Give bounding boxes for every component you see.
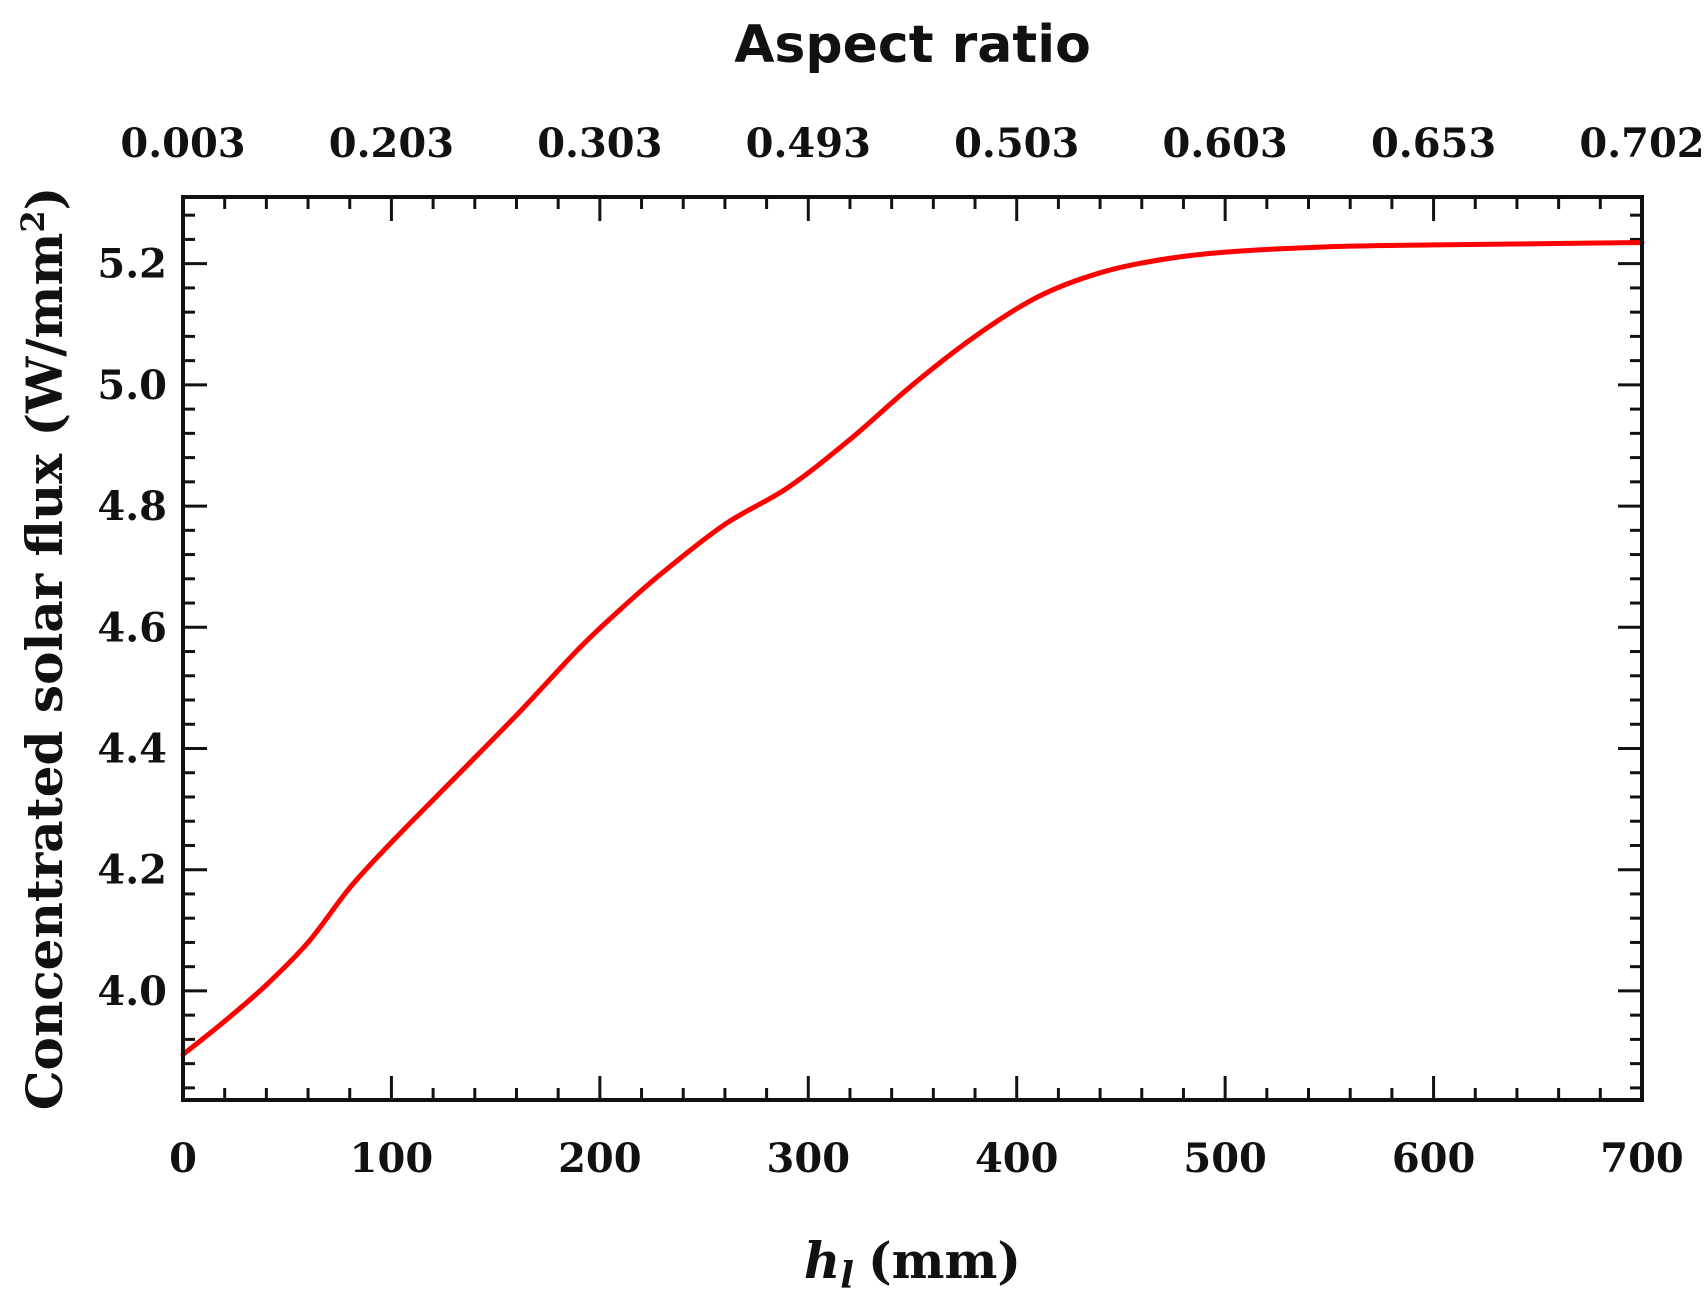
top-tick-label: 0.702 xyxy=(1579,120,1704,167)
tick-marks-layer xyxy=(181,197,1644,1100)
y-axis-title: Concentrated solar flux (W/mm2) xyxy=(14,187,74,1111)
x-tick-label: 600 xyxy=(1392,1135,1476,1182)
y-tick-label: 4.2 xyxy=(97,847,167,894)
top-axis-title: Aspect ratio xyxy=(734,15,1091,75)
top-tick-label: 0.603 xyxy=(1163,120,1288,167)
top-tick-label: 0.003 xyxy=(120,120,245,167)
y-axis-label-main: Concentrated solar flux (W/mm xyxy=(15,233,74,1111)
series-line-concentrated-solar-flux xyxy=(180,240,1645,1057)
y-tick-label: 4.8 xyxy=(97,483,167,530)
x-tick-label: 0 xyxy=(169,1135,197,1182)
plot-frame xyxy=(181,195,1644,1102)
x-axis-unit: (mm) xyxy=(868,1231,1021,1290)
top-tick-label: 0.653 xyxy=(1371,120,1496,167)
x-tick-label: 500 xyxy=(1183,1135,1267,1182)
x-tick-label: 400 xyxy=(975,1135,1059,1182)
x-tick-label: 300 xyxy=(767,1135,851,1182)
top-tick-label: 0.203 xyxy=(329,120,454,167)
x-axis-subscript: l xyxy=(840,1255,854,1297)
y-tick-label: 5.2 xyxy=(97,241,167,288)
x-tick-label: 100 xyxy=(350,1135,434,1182)
tick-labels-layer: 0 100 200 300 400 500 600 700 0.003 0.203 0.303 0.4… xyxy=(97,120,1704,1182)
x-tick-label: 700 xyxy=(1600,1135,1684,1182)
x-tick-label: 200 xyxy=(558,1135,642,1182)
x-axis-var: h xyxy=(804,1231,840,1290)
y-tick-label: 4.6 xyxy=(97,604,167,651)
y-axis-label-close: ) xyxy=(15,187,74,211)
y-tick-label: 5.0 xyxy=(97,362,167,409)
y-axis-label-superscript: 2 xyxy=(14,210,52,232)
top-tick-label: 0.503 xyxy=(954,120,1079,167)
y-tick-label: 4.0 xyxy=(97,968,167,1015)
top-tick-label: 0.493 xyxy=(746,120,871,167)
y-tick-label: 4.4 xyxy=(97,725,167,772)
top-tick-label: 0.303 xyxy=(537,120,662,167)
x-axis-title: hl (mm) xyxy=(804,1231,1021,1297)
